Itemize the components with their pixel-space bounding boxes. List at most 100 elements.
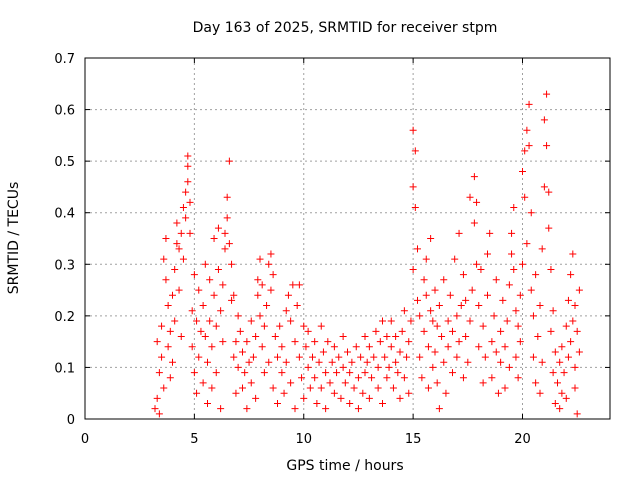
data-point bbox=[505, 281, 513, 289]
data-point bbox=[407, 317, 415, 325]
data-point bbox=[435, 302, 443, 310]
y-tick-label: 0.6 bbox=[54, 104, 75, 119]
data-point bbox=[247, 379, 255, 387]
data-point bbox=[510, 204, 518, 212]
data-point bbox=[556, 358, 564, 366]
data-point bbox=[304, 363, 312, 371]
data-point bbox=[361, 332, 369, 340]
data-point bbox=[249, 353, 257, 361]
data-point bbox=[219, 338, 227, 346]
data-point bbox=[516, 338, 524, 346]
data-point bbox=[221, 229, 229, 237]
data-point bbox=[166, 327, 174, 335]
data-point bbox=[333, 369, 341, 377]
data-point bbox=[383, 374, 391, 382]
data-point bbox=[554, 379, 561, 387]
data-point bbox=[451, 255, 459, 263]
data-point bbox=[311, 338, 319, 346]
data-point bbox=[361, 369, 369, 377]
data-point bbox=[160, 384, 168, 392]
data-point bbox=[400, 374, 408, 382]
data-point bbox=[523, 240, 531, 248]
data-point bbox=[512, 353, 520, 361]
data-point bbox=[519, 167, 526, 175]
data-point bbox=[540, 116, 548, 124]
data-point bbox=[444, 317, 452, 325]
data-point bbox=[282, 358, 290, 366]
data-point bbox=[269, 271, 277, 279]
data-point bbox=[411, 147, 419, 155]
data-point bbox=[422, 291, 430, 299]
data-point bbox=[201, 260, 209, 268]
data-point bbox=[551, 348, 559, 356]
data-point bbox=[195, 286, 203, 294]
data-point bbox=[252, 394, 260, 402]
data-point bbox=[300, 394, 308, 402]
data-point bbox=[184, 178, 192, 186]
data-point bbox=[210, 235, 218, 242]
data-point bbox=[315, 358, 323, 366]
data-point bbox=[424, 384, 432, 392]
data-point bbox=[501, 343, 509, 351]
data-point bbox=[304, 327, 312, 335]
data-point bbox=[219, 281, 227, 289]
data-point bbox=[521, 193, 529, 201]
data-point bbox=[223, 214, 231, 222]
data-point bbox=[175, 245, 183, 253]
data-point bbox=[291, 338, 299, 346]
data-point bbox=[258, 281, 266, 289]
data-point bbox=[492, 276, 500, 284]
data-point bbox=[564, 296, 572, 304]
data-point bbox=[311, 374, 319, 382]
data-point bbox=[354, 405, 362, 413]
data-point bbox=[396, 394, 404, 402]
data-point bbox=[158, 322, 166, 330]
data-point bbox=[523, 126, 531, 134]
data-point bbox=[317, 322, 325, 330]
data-point bbox=[435, 405, 443, 413]
data-point bbox=[440, 358, 448, 366]
data-point bbox=[379, 400, 386, 408]
data-point bbox=[195, 353, 203, 361]
data-point bbox=[540, 183, 548, 191]
data-point bbox=[508, 250, 516, 258]
data-point bbox=[473, 260, 481, 268]
data-point bbox=[571, 302, 579, 310]
data-point bbox=[162, 276, 170, 284]
data-point bbox=[374, 384, 382, 392]
data-point bbox=[188, 343, 196, 351]
data-point bbox=[179, 255, 187, 263]
data-point bbox=[335, 353, 343, 361]
data-point bbox=[457, 302, 465, 310]
data-point bbox=[536, 302, 544, 310]
data-point bbox=[260, 322, 268, 330]
data-point bbox=[396, 348, 404, 356]
data-point bbox=[177, 332, 185, 340]
data-point bbox=[193, 389, 201, 397]
data-point bbox=[162, 235, 170, 242]
data-point bbox=[166, 374, 174, 382]
data-point bbox=[420, 276, 428, 284]
data-point bbox=[532, 271, 540, 279]
data-point bbox=[411, 204, 419, 212]
data-point bbox=[394, 369, 402, 377]
data-point bbox=[567, 338, 575, 346]
data-point bbox=[414, 245, 421, 253]
data-point bbox=[199, 302, 207, 310]
data-point bbox=[256, 255, 264, 263]
data-point bbox=[199, 379, 207, 387]
data-point bbox=[278, 343, 286, 351]
data-point bbox=[527, 286, 535, 294]
data-point bbox=[171, 317, 179, 325]
data-point bbox=[536, 389, 544, 397]
data-point bbox=[389, 384, 397, 392]
data-point bbox=[359, 389, 367, 397]
data-point bbox=[510, 265, 518, 273]
data-point bbox=[372, 327, 380, 335]
data-point bbox=[545, 224, 553, 232]
y-tick-label: 0.4 bbox=[54, 207, 75, 222]
data-point bbox=[190, 271, 198, 279]
data-point bbox=[274, 353, 281, 361]
data-point bbox=[543, 142, 551, 150]
data-point bbox=[473, 198, 481, 206]
